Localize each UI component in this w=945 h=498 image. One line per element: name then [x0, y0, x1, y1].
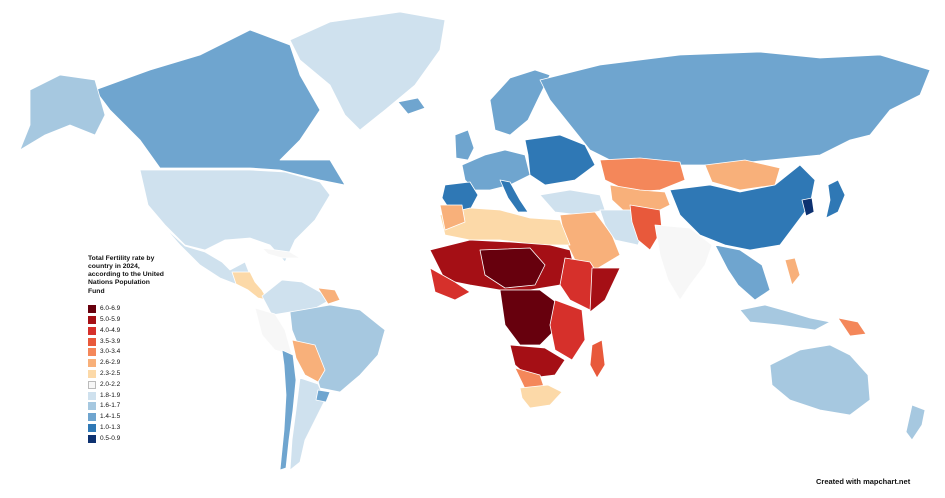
legend-item: 1.8-1.9	[88, 390, 168, 401]
legend-item: 1.0-1.3	[88, 423, 168, 434]
region-russia	[539, 51, 931, 166]
region-angola-zambia	[509, 344, 566, 379]
legend-item: 3.5-3.9	[88, 336, 168, 347]
region-papua-new-guinea	[837, 317, 867, 337]
region-eastern-europe	[524, 134, 596, 186]
legend-label: 1.6-1.7	[100, 402, 121, 410]
legend-label: 4.0-4.9	[100, 326, 121, 334]
legend-label: 3.5-3.9	[100, 337, 121, 345]
region-philippines	[784, 257, 801, 286]
region-somalia	[589, 267, 621, 313]
region-east-africa	[549, 299, 586, 361]
region-kazakhstan	[599, 157, 686, 193]
credit-text: Created with mapchart.net	[816, 477, 911, 486]
legend-label: 1.0-1.3	[100, 424, 121, 432]
legend-swatch	[88, 402, 96, 411]
legend-label: 0.5-0.9	[100, 434, 121, 442]
region-chile	[279, 349, 297, 471]
legend-swatch	[88, 413, 96, 422]
region-southeast-asia	[714, 244, 771, 301]
region-scandinavia	[489, 69, 551, 136]
legend-item: 2.0-2.2	[88, 379, 168, 390]
legend-title: Total Fertility rate by country in 2024,…	[88, 255, 164, 295]
region-north-africa	[439, 207, 571, 246]
region-west-africa	[429, 267, 471, 301]
region-guianas	[317, 287, 341, 305]
region-alaska	[19, 74, 106, 151]
legend-label: 3.0-3.4	[100, 348, 121, 356]
legend-label: 2.3-2.5	[100, 370, 121, 378]
legend-swatch	[88, 348, 96, 357]
region-madagascar	[589, 339, 606, 379]
legend-item: 1.4-1.5	[88, 412, 168, 423]
legend-swatch	[88, 423, 96, 432]
legend-label: 1.4-1.5	[100, 413, 121, 421]
legend-label: 2.6-2.9	[100, 359, 121, 367]
legend-swatch	[88, 380, 96, 389]
legend-swatch	[88, 369, 96, 378]
region-india	[654, 224, 713, 301]
region-south-africa	[519, 384, 563, 409]
legend-swatch	[88, 305, 96, 314]
legend-label: 1.8-1.9	[100, 391, 121, 399]
legend-items: 6.0-6.9 5.0-5.9 4.0-4.9 3.5-3.9 3.0-3.4 2.6-2…	[88, 304, 168, 444]
region-italy	[499, 179, 529, 213]
legend-swatch	[88, 326, 96, 335]
legend-item: 4.0-4.9	[88, 325, 168, 336]
legend-swatch	[88, 359, 96, 368]
region-peru-ecuador	[254, 307, 293, 356]
legend-swatch	[88, 391, 96, 400]
region-new-zealand	[905, 404, 926, 441]
region-korea	[801, 197, 815, 217]
region-china	[669, 164, 816, 251]
legend-item: 3.0-3.4	[88, 347, 168, 358]
region-morocco	[439, 204, 466, 231]
legend-item: 0.5-0.9	[88, 433, 168, 444]
legend-item: 2.6-2.9	[88, 358, 168, 369]
region-afghanistan-pakistan	[629, 204, 663, 251]
legend-swatch	[88, 315, 96, 324]
region-australia	[769, 344, 871, 416]
map-legend: Total Fertility rate by country in 2024,…	[88, 255, 168, 444]
legend-item: 2.3-2.5	[88, 369, 168, 380]
region-caribbean	[261, 247, 301, 259]
region-greenland	[289, 11, 446, 131]
region-uruguay	[315, 389, 331, 403]
legend-item: 5.0-5.9	[88, 315, 168, 326]
region-western-europe	[461, 149, 531, 191]
legend-swatch	[88, 434, 96, 443]
region-mexico	[164, 227, 251, 286]
region-canada	[94, 29, 346, 186]
region-turkey	[539, 189, 606, 216]
region-iceland	[397, 97, 426, 115]
region-bolivia-paraguay	[291, 339, 326, 383]
legend-label: 2.0-2.2	[100, 380, 121, 388]
region-uk-ireland	[454, 129, 475, 161]
region-central-africa	[499, 289, 561, 346]
legend-label: 5.0-5.9	[100, 316, 121, 324]
region-mongolia	[704, 159, 781, 191]
legend-label: 6.0-6.9	[100, 305, 121, 313]
legend-swatch	[88, 337, 96, 346]
region-japan	[825, 179, 846, 219]
region-usa	[139, 169, 331, 263]
legend-item: 1.6-1.7	[88, 401, 168, 412]
region-niger-chad	[479, 247, 546, 289]
region-indonesia	[739, 304, 831, 331]
legend-item: 6.0-6.9	[88, 304, 168, 315]
